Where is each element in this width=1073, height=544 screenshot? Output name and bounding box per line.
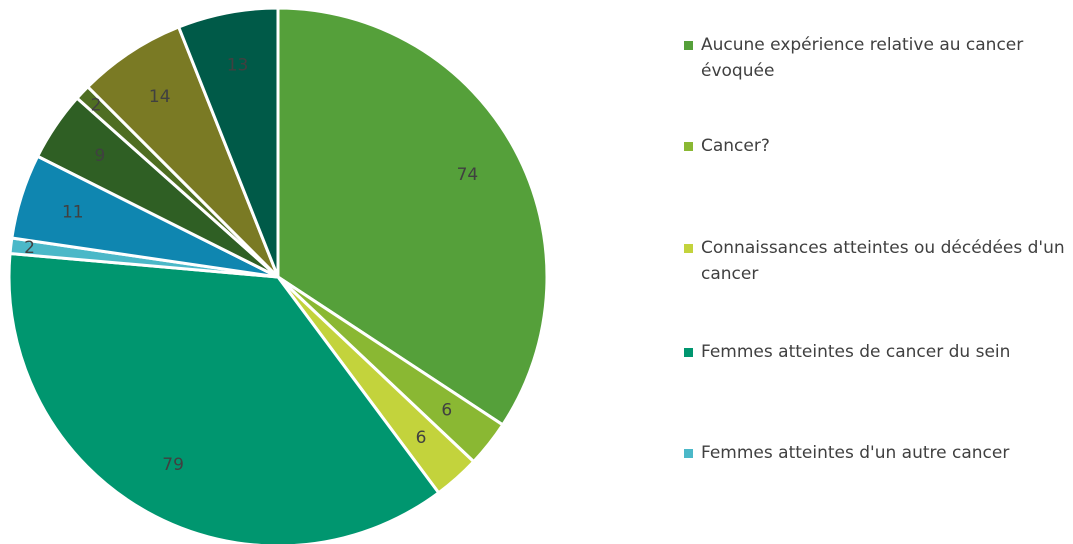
legend-item: Aucune expérience relative au cancer évo… — [684, 32, 1071, 84]
legend-label: Cancer? — [701, 136, 770, 156]
legend-item: Cancer? — [684, 133, 1071, 159]
legend-swatch — [684, 348, 693, 357]
data-label: 74 — [457, 165, 479, 185]
data-label: 2 — [24, 238, 35, 258]
pie-slice — [85, 25, 280, 279]
data-label: 6 — [441, 400, 452, 420]
data-label: 6 — [416, 428, 427, 448]
data-label: 11 — [62, 202, 84, 222]
legend-label: Connaissances atteintes ou décédées d'un… — [701, 238, 1065, 284]
data-label: 9 — [95, 146, 106, 166]
legend-item: Femmes atteintes de cancer du sein — [684, 339, 1071, 365]
legend-swatch — [684, 244, 693, 253]
legend-swatch — [684, 41, 693, 50]
data-label: 13 — [227, 56, 249, 76]
legend-swatch — [684, 449, 693, 458]
legend-label: Aucune expérience relative au cancer évo… — [701, 35, 1024, 81]
legend-label: Femmes atteintes de cancer du sein — [701, 342, 1011, 362]
legend-swatch — [684, 142, 693, 151]
data-label: 2 — [91, 95, 102, 115]
legend-label: Femmes atteintes d'un autre cancer — [701, 443, 1010, 463]
legend-item: Femmes atteintes d'un autre cancer — [684, 440, 1071, 466]
pie-slice — [7, 251, 441, 544]
data-label: 14 — [149, 87, 171, 107]
legend-item: Connaissances atteintes ou décédées d'un… — [684, 235, 1071, 287]
pie-slice — [176, 6, 280, 278]
data-label: 79 — [162, 455, 184, 475]
